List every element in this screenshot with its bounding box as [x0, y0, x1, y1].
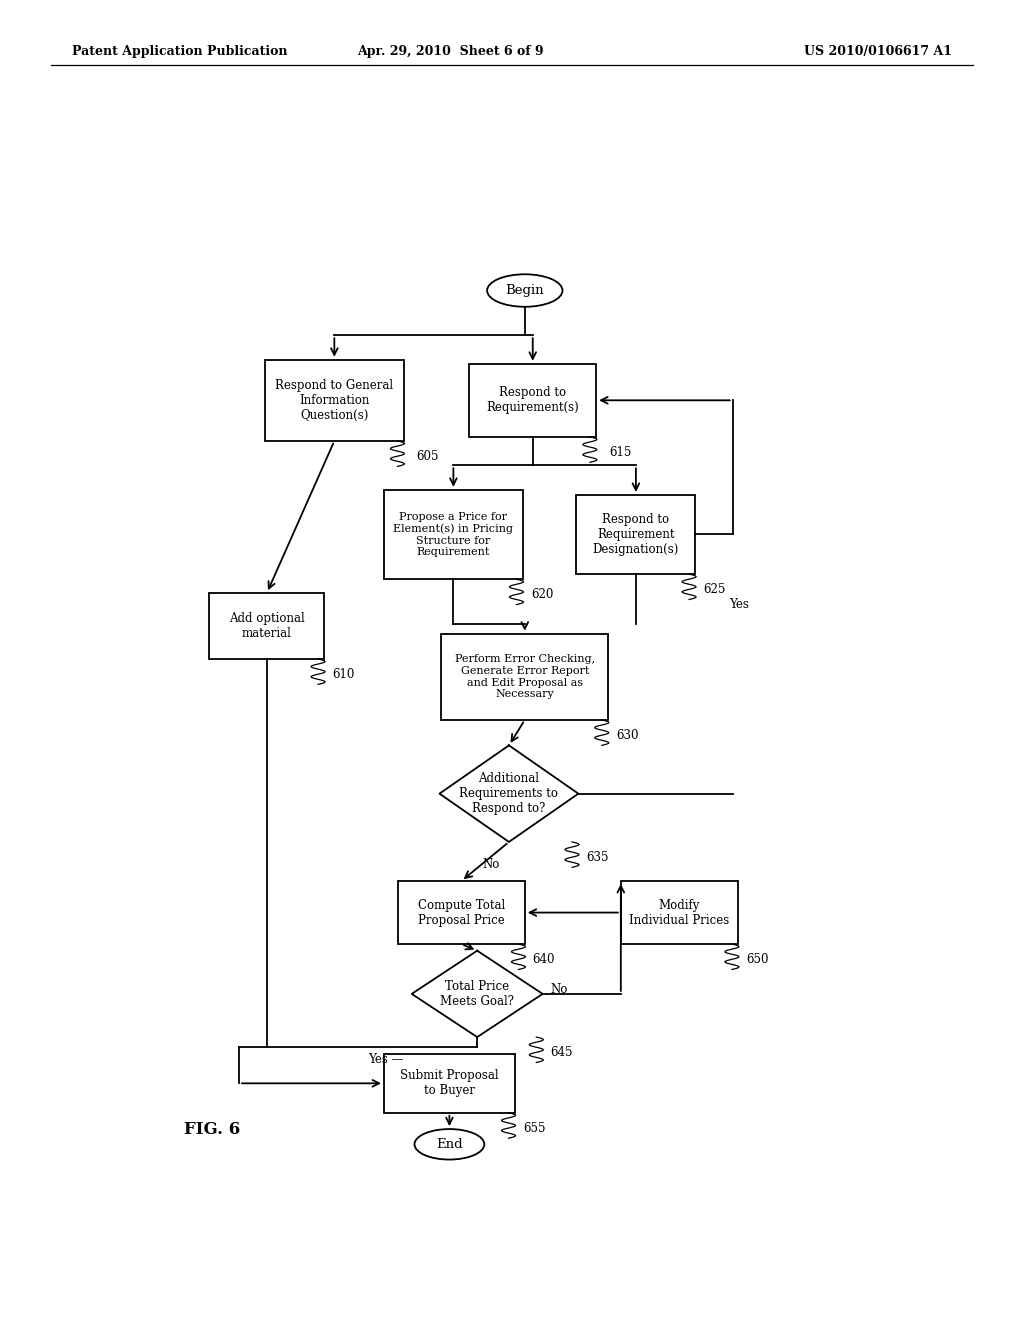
Text: 645: 645: [551, 1045, 573, 1059]
Text: 625: 625: [703, 583, 726, 595]
Text: US 2010/0106617 A1: US 2010/0106617 A1: [804, 45, 952, 58]
Text: 655: 655: [523, 1122, 546, 1135]
Text: 610: 610: [333, 668, 354, 681]
Text: Add optional
material: Add optional material: [229, 612, 305, 640]
Text: 635: 635: [587, 850, 609, 863]
Text: Total Price
Meets Goal?: Total Price Meets Goal?: [440, 979, 514, 1008]
Polygon shape: [439, 746, 579, 842]
Text: Yes —: Yes —: [368, 1053, 403, 1067]
Ellipse shape: [415, 1129, 484, 1159]
Ellipse shape: [487, 275, 562, 306]
Text: No: No: [551, 983, 568, 997]
FancyBboxPatch shape: [265, 359, 403, 441]
FancyBboxPatch shape: [384, 490, 523, 579]
FancyBboxPatch shape: [441, 634, 608, 719]
Text: End: End: [436, 1138, 463, 1151]
Text: 605: 605: [417, 450, 439, 463]
Text: 640: 640: [532, 953, 555, 966]
Text: No: No: [482, 858, 500, 871]
Text: Propose a Price for
Element(s) in Pricing
Structure for
Requirement: Propose a Price for Element(s) in Pricin…: [393, 512, 513, 557]
Text: FIG. 6: FIG. 6: [183, 1121, 240, 1138]
Text: 620: 620: [530, 587, 553, 601]
FancyBboxPatch shape: [621, 880, 738, 944]
Text: Perform Error Checking,
Generate Error Report
and Edit Proposal as
Necessary: Perform Error Checking, Generate Error R…: [455, 655, 595, 700]
FancyBboxPatch shape: [577, 495, 695, 574]
FancyBboxPatch shape: [209, 593, 325, 659]
Text: Additional
Requirements to
Respond to?: Additional Requirements to Respond to?: [460, 772, 558, 816]
Text: Compute Total
Proposal Price: Compute Total Proposal Price: [418, 899, 505, 927]
Text: Submit Proposal
to Buyer: Submit Proposal to Buyer: [400, 1069, 499, 1097]
Text: Respond to General
Information
Question(s): Respond to General Information Question(…: [275, 379, 393, 422]
Text: Yes: Yes: [729, 598, 750, 611]
FancyBboxPatch shape: [469, 364, 596, 437]
Polygon shape: [412, 950, 543, 1038]
FancyBboxPatch shape: [397, 880, 524, 944]
Text: Begin: Begin: [506, 284, 544, 297]
Text: Modify
Individual Prices: Modify Individual Prices: [630, 899, 730, 927]
Text: Respond to
Requirement
Designation(s): Respond to Requirement Designation(s): [593, 513, 679, 556]
Text: Apr. 29, 2010  Sheet 6 of 9: Apr. 29, 2010 Sheet 6 of 9: [357, 45, 544, 58]
FancyBboxPatch shape: [384, 1053, 515, 1113]
Text: 615: 615: [609, 446, 632, 458]
Text: Patent Application Publication: Patent Application Publication: [72, 45, 287, 58]
Text: 650: 650: [746, 953, 769, 966]
Text: 630: 630: [616, 729, 639, 742]
Text: Respond to
Requirement(s): Respond to Requirement(s): [486, 387, 580, 414]
